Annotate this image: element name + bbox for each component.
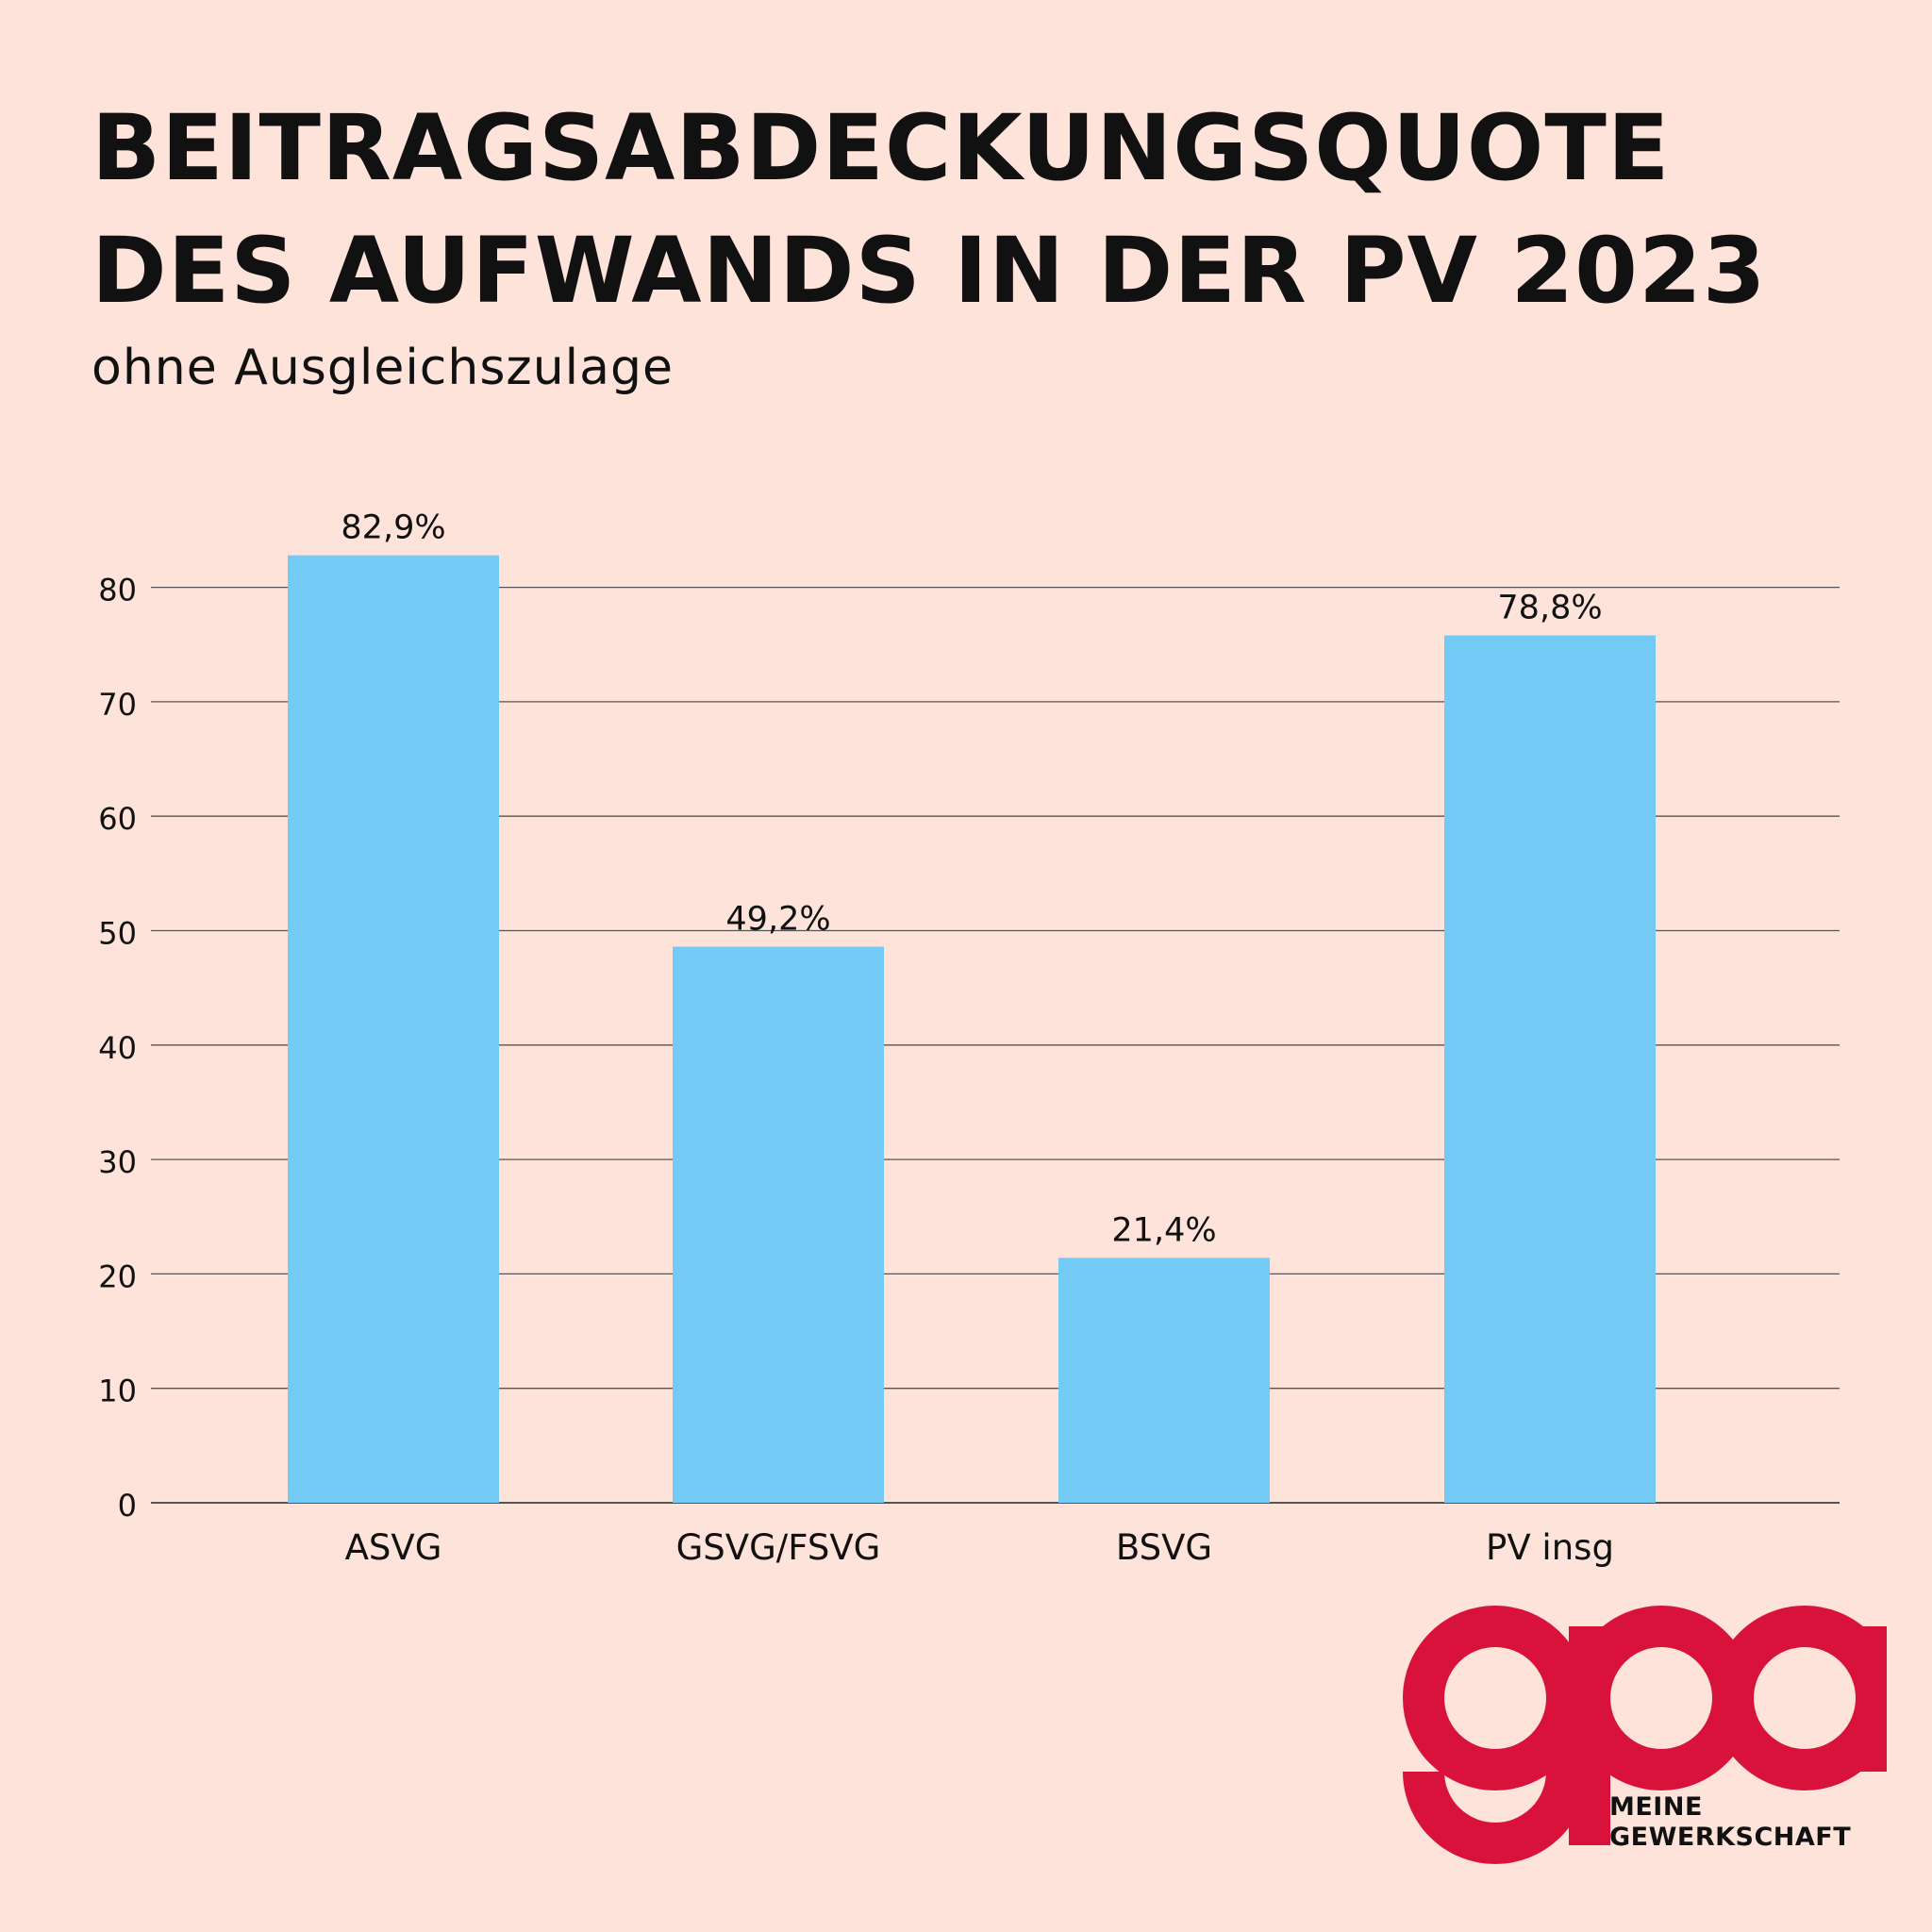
data-label: 82,9% [341,509,445,547]
bar-chart: 0 10 20 30 40 50 60 70 80 82,9% ASVG 49,2% GSVG/FSVG… [98,509,1840,1568]
data-label: 49,2% [725,900,830,938]
bar-bsvg [1058,1257,1270,1503]
bar-gsvg-fsvg [673,946,884,1503]
chart-subtitle: ohne Ausgleichszulage [92,340,674,396]
y-tick-label: 30 [98,1144,137,1180]
y-tick-label: 60 [98,801,137,837]
title-line-1: BEITRAGSABDECKUNGSQUOTE [92,95,1671,201]
y-tick-label: 70 [98,687,137,723]
data-label: 21,4% [1111,1211,1216,1249]
gpa-logo-mark [1403,1606,1887,1864]
category-label: PV insg [1486,1527,1614,1568]
y-tick-label: 0 [118,1488,137,1524]
data-label: 78,8% [1497,590,1602,627]
category-label: GSVG/FSVG [676,1527,881,1568]
bar-asvg [288,555,499,1503]
category-label: ASVG [345,1527,442,1568]
chart-title: BEITRAGSABDECKUNGSQUOTE DES AUFWANDS IN … [92,87,1884,332]
logo-tagline-line-1: MEINE [1609,1792,1703,1822]
y-tick-label: 10 [98,1374,137,1409]
gpa-logo: MEINE GEWERKSCHAFT [1396,1604,1887,1868]
logo-tagline-line-2: GEWERKSCHAFT [1609,1823,1852,1852]
y-tick-label: 80 [98,573,137,608]
category-label: BSVG [1116,1527,1212,1568]
y-tick-label: 50 [98,916,137,952]
title-line-2: DES AUFWANDS IN DER PV 2023 [92,218,1767,324]
y-tick-label: 40 [98,1030,137,1066]
bar-pv-insg [1444,635,1656,1503]
logo-tagline: MEINE GEWERKSCHAFT [1609,1792,1851,1853]
y-tick-label: 20 [98,1258,137,1294]
